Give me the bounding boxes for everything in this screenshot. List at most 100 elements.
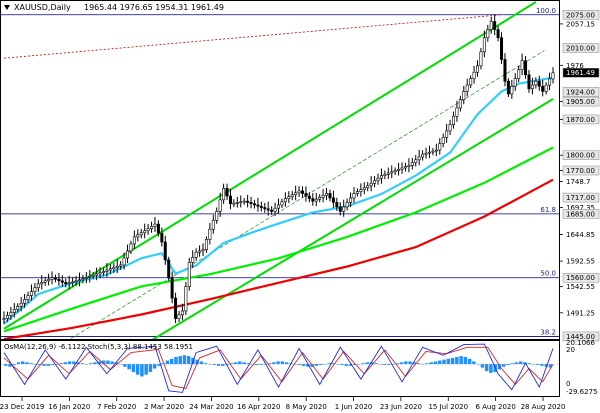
price-bar-body — [421, 153, 425, 158]
price-bar-body — [304, 193, 308, 197]
x-tick-label: 6 Aug 2020 — [475, 403, 515, 411]
price-bar-body — [318, 197, 322, 200]
indicator-label: OsMA(12,26,9) -6.1122 Stoch(5,3,3) 88.14… — [4, 343, 193, 351]
price-bar-body — [537, 80, 541, 87]
price-bar-body — [345, 202, 349, 208]
price-bar-body — [139, 232, 143, 236]
osma-bar — [510, 363, 514, 365]
osma-bar — [472, 361, 476, 365]
price-bar-body — [102, 271, 106, 273]
price-bar-body — [448, 124, 452, 132]
price-bar-body — [458, 99, 462, 109]
osma-bar — [259, 364, 263, 365]
indicator-tick-label: -29.6275 — [566, 388, 597, 396]
price-bar-body — [242, 200, 246, 203]
price-bar-body — [314, 198, 318, 202]
price-bar-body — [500, 37, 504, 60]
osma-bar — [80, 363, 85, 365]
osma-bar — [157, 364, 161, 366]
osma-bar — [229, 363, 234, 365]
osma-bar — [135, 364, 140, 375]
price-bar-body — [362, 187, 366, 190]
price-level-box — [562, 192, 600, 203]
price-level-label: 1870.00 — [566, 116, 595, 124]
osma-bar — [416, 363, 421, 365]
price-bar-body — [191, 257, 195, 263]
osma-bar — [4, 364, 8, 366]
price-bar-body — [397, 168, 401, 171]
indicator-tick-label: 0 — [566, 380, 570, 388]
osma-bar — [404, 361, 408, 365]
price-bar-body — [232, 202, 236, 205]
x-tick-label: 23 Dec 2019 — [0, 403, 44, 411]
osma-bar — [293, 364, 297, 365]
price-bar-body — [29, 291, 33, 296]
price-bar-body — [410, 162, 414, 166]
osma-bar — [140, 364, 144, 377]
price-bar-body — [534, 80, 538, 86]
price-level-box — [562, 209, 600, 219]
price-bar-body — [108, 268, 112, 271]
price-bar-body — [510, 85, 514, 95]
price-bar-body — [67, 282, 71, 285]
price-bar-body — [486, 29, 490, 39]
price-bar-body — [369, 182, 373, 187]
osma-bar — [59, 363, 63, 365]
price-bar-body — [228, 195, 232, 204]
y-tick-label: 2057.15 — [566, 20, 595, 28]
osma-bar — [221, 364, 225, 366]
osma-bar — [467, 358, 472, 365]
stoch-main-line — [3, 343, 554, 393]
price-bar-body — [119, 264, 123, 267]
price-bar-body — [215, 211, 219, 221]
fib-level-label: 100.0 — [536, 7, 556, 15]
price-bar-body — [74, 280, 78, 283]
osma-bar — [16, 362, 21, 365]
price-level-label: 2075.00 — [566, 11, 595, 19]
osma-bar — [246, 363, 251, 365]
price-bar-body — [427, 151, 431, 154]
osma-bar — [174, 357, 178, 365]
price-bar-body — [400, 167, 404, 170]
price-bar-body — [146, 228, 150, 232]
fib-level-label: 61.8 — [540, 206, 556, 214]
price-bar-body — [506, 80, 510, 95]
channel-midline — [69, 50, 545, 339]
price-bar-body — [177, 314, 181, 319]
x-tick-label: 28 Aug 2020 — [521, 403, 566, 411]
x-tick-label: 8 May 2020 — [286, 403, 327, 411]
price-bar-body — [71, 281, 75, 284]
osma-bar — [187, 356, 191, 365]
price-bar-body — [465, 84, 469, 92]
osma-bar — [327, 363, 331, 365]
price-bar-body — [218, 199, 222, 212]
price-level-box — [562, 331, 600, 342]
price-bar-body — [424, 152, 428, 155]
osma-bar — [399, 362, 404, 365]
price-bar-body — [115, 265, 119, 268]
y-tick-label: 1644.85 — [566, 231, 595, 239]
osma-bar — [501, 364, 506, 367]
collapse-triangle-icon[interactable] — [4, 5, 10, 10]
osma-bar — [161, 363, 165, 365]
price-bar-body — [379, 175, 383, 179]
channel-line — [151, 98, 554, 339]
x-tick-label: 7 Feb 2020 — [97, 403, 136, 411]
price-bar-body — [527, 74, 531, 90]
price-bar-body — [136, 234, 140, 238]
price-level-label: 1560.00 — [566, 274, 595, 282]
price-bar-body — [246, 200, 250, 203]
osma-bar — [535, 364, 540, 365]
price-bar-body — [208, 228, 212, 240]
osma-bar — [306, 364, 310, 367]
price-bar-body — [266, 208, 270, 211]
price-bar-body — [53, 277, 57, 280]
price-bar-body — [129, 243, 133, 252]
price-bar-body — [88, 276, 92, 278]
x-tick-label: 1 Jun 2020 — [335, 403, 373, 411]
price-bar-body — [270, 209, 274, 212]
osma-bar — [412, 362, 417, 365]
price-bar-body — [77, 279, 81, 282]
price-bar-body — [225, 188, 229, 197]
symbol-timeframe: XAUUSD,Daily — [14, 3, 71, 12]
